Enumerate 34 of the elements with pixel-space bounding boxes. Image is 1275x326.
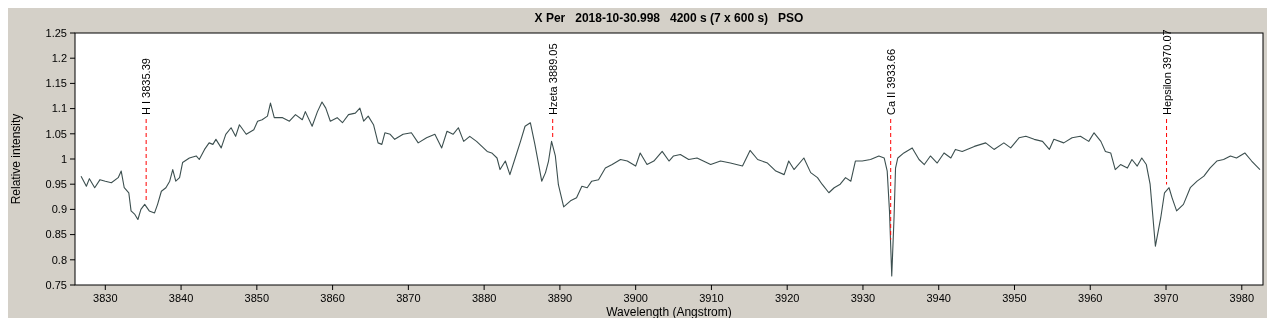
x-tick-label: 3840	[168, 292, 194, 304]
x-tick-label: 3960	[1078, 292, 1103, 304]
x-tick-label: 3870	[396, 292, 421, 304]
x-tick-label: 3920	[774, 292, 800, 304]
y-tick-label: 1.15	[45, 77, 67, 90]
ref-line-label: Hepsilon 3970.07	[1160, 29, 1173, 115]
x-tick-label: 3980	[1229, 292, 1255, 304]
x-tick-label: 3860	[320, 292, 345, 304]
x-tick-label: 3850	[244, 292, 270, 304]
y-tick-label: 0.8	[51, 253, 67, 266]
x-tick-label: 3950	[1002, 292, 1027, 304]
x-tick-label: 3910	[699, 292, 724, 304]
y-tick-label: 1.1	[51, 102, 67, 115]
y-tick-label: 0.9	[51, 203, 67, 216]
ref-line-label: Ca II 3933.66	[884, 48, 897, 115]
x-tick-label: 3940	[926, 292, 951, 304]
x-tick-label: 3930	[850, 292, 876, 304]
x-tick-label: 3890	[547, 292, 573, 304]
y-tick-label: 0.75	[45, 278, 67, 291]
y-axis-title: Relative intensity	[9, 113, 23, 205]
y-tick-label: 1.05	[45, 127, 67, 140]
y-tick-label: 0.95	[45, 178, 67, 191]
y-tick-label: 1	[60, 152, 67, 165]
ref-line-label: H I 3835.39	[140, 58, 153, 115]
chart-title: X Per 2018-10-30.998 4200 s (7 x 600 s) PSO	[534, 11, 804, 25]
y-tick-label: 1.25	[45, 26, 67, 39]
ref-line-label: Hzeta 3889.05	[546, 43, 559, 115]
y-tick-label: 0.85	[45, 228, 67, 241]
x-tick-label: 3880	[471, 292, 497, 304]
x-tick-label: 3970	[1153, 292, 1179, 304]
y-tick-label: 1.2	[51, 52, 67, 65]
x-tick-label: 3900	[623, 292, 648, 304]
x-tick-label: 3830	[93, 292, 118, 304]
x-axis-title: Wavelength (Angstrom)	[606, 305, 732, 319]
